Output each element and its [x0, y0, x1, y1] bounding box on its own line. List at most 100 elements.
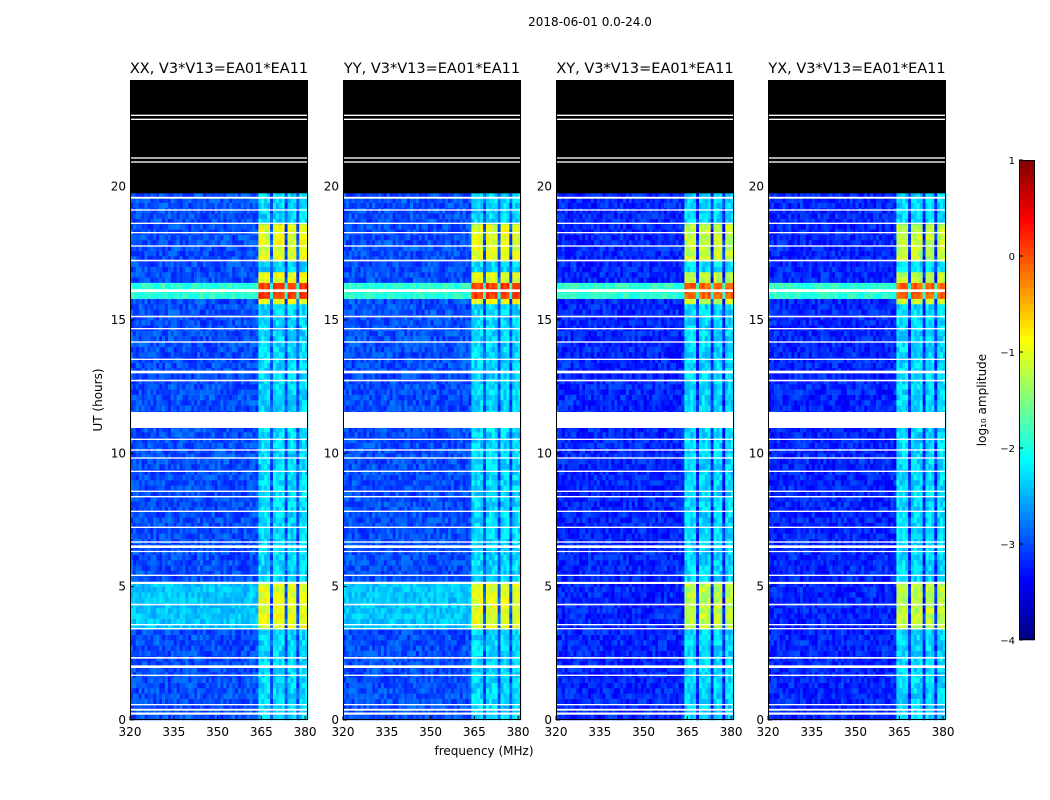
heatmap-cell [305, 341, 309, 347]
heatmap-cell [278, 714, 282, 721]
heatmap-cell [197, 432, 201, 438]
heatmap-cell [243, 645, 247, 651]
heatmap-cell [249, 341, 253, 347]
heatmap-cell [258, 581, 262, 587]
heatmap-cell [223, 661, 227, 667]
heatmap-cell [153, 570, 157, 577]
heatmap-cell [167, 389, 172, 395]
heatmap-cell [202, 400, 207, 406]
heatmap-cell [293, 528, 297, 534]
heatmap-cell [293, 469, 297, 475]
heatmap-cell [179, 362, 183, 369]
heatmap-cell [167, 666, 172, 673]
heatmap-cell [272, 426, 277, 433]
heatmap-cell [191, 650, 195, 657]
heatmap-cell [182, 666, 186, 673]
heatmap-cell [267, 464, 271, 470]
heatmap-cell [188, 688, 192, 694]
heatmap-cell [258, 714, 262, 721]
heatmap-cell [235, 709, 239, 715]
heatmap-cell [235, 597, 239, 603]
heatmap-cell [153, 656, 157, 662]
heatmap-cell [299, 298, 303, 305]
heatmap-cell [302, 576, 306, 582]
heatmap-cell [223, 437, 227, 443]
heatmap-cell [135, 453, 140, 459]
heatmap-cell [281, 437, 285, 443]
heatmap-cell [281, 352, 285, 358]
heatmap-cell [281, 394, 285, 401]
heatmap-cell [188, 373, 192, 379]
heatmap-cell [275, 517, 280, 523]
heatmap-cell [170, 656, 175, 662]
heatmap-cell [162, 373, 166, 379]
heatmap-cell [302, 533, 306, 539]
heatmap-cell [243, 405, 247, 411]
heatmap-cell [138, 389, 142, 395]
heatmap-cell [156, 501, 160, 507]
heatmap-cell [179, 640, 183, 646]
heatmap-cell [176, 373, 180, 379]
heatmap-cell [141, 437, 145, 443]
heatmap-cell [191, 570, 195, 577]
heatmap-cell [197, 704, 201, 710]
heatmap-cell [170, 352, 175, 358]
heatmap-cell [246, 282, 250, 289]
heatmap-cell [278, 320, 282, 326]
heatmap-cell [290, 629, 294, 635]
heatmap-cell [159, 432, 163, 438]
heatmap-cell [217, 384, 221, 390]
heatmap-cell [252, 693, 256, 699]
heatmap-cell [202, 528, 207, 534]
heatmap-cell [302, 485, 306, 491]
heatmap-cell [214, 570, 218, 577]
heatmap-cell [130, 314, 134, 321]
heatmap-cell [170, 522, 175, 529]
heatmap-cell [237, 522, 242, 529]
heatmap-cell [287, 608, 291, 614]
heatmap-cell [305, 560, 309, 566]
heatmap-cell [170, 592, 175, 598]
heatmap-cell [223, 496, 227, 502]
heatmap-cell [147, 405, 151, 411]
heatmap-cell [211, 517, 215, 523]
heatmap-cell [305, 394, 309, 401]
heatmap-cell [299, 501, 303, 507]
heatmap-cell [202, 320, 207, 326]
heatmap-cell [156, 336, 160, 342]
heatmap-cell [217, 490, 221, 497]
heatmap-cell [296, 522, 300, 529]
heatmap-cell [176, 405, 180, 411]
heatmap-cell [220, 480, 224, 486]
heatmap-cell [235, 336, 239, 342]
heatmap-cell [185, 656, 189, 662]
heatmap-cell [141, 661, 145, 667]
heatmap-cell [284, 576, 288, 582]
heatmap-cell [179, 405, 183, 411]
heatmap-cell [281, 474, 285, 481]
heatmap-cell [162, 645, 166, 651]
heatmap-cell [261, 400, 265, 406]
heatmap-cell [194, 560, 198, 566]
heatmap-cell [270, 378, 274, 385]
heatmap-cell [159, 389, 163, 395]
heatmap-cell [144, 490, 148, 497]
heatmap-cell [287, 624, 291, 630]
heatmap-cell [205, 698, 210, 705]
heatmap-cell [182, 464, 186, 470]
heatmap-cell [179, 394, 183, 401]
heatmap-cell [211, 442, 215, 449]
heatmap-cell [246, 506, 250, 513]
heatmap-cell [170, 293, 175, 299]
heatmap-cell [167, 533, 172, 539]
heatmap-cell [278, 693, 282, 699]
heatmap-cell [197, 506, 201, 513]
heatmap-cell [197, 373, 201, 379]
heatmap-cell [220, 336, 224, 342]
heatmap-cell [176, 592, 180, 598]
heatmap-cell [302, 682, 306, 689]
heatmap-cell [217, 448, 221, 454]
heatmap-cell [287, 352, 291, 358]
heatmap-cell [305, 624, 309, 630]
heatmap-cell [208, 496, 212, 502]
